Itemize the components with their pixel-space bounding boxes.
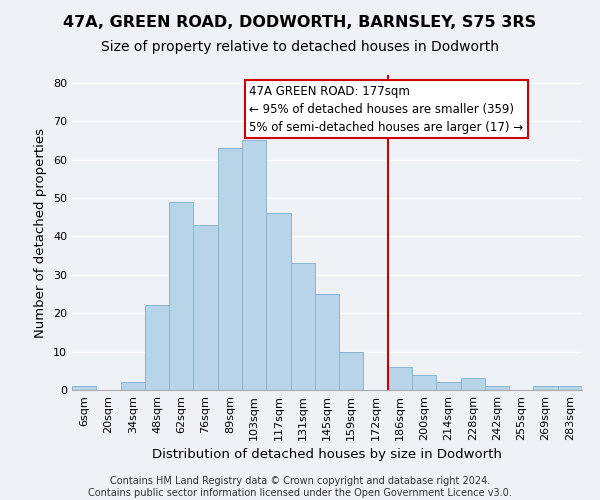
Bar <box>121 382 145 390</box>
Bar <box>436 382 461 390</box>
Bar <box>72 386 96 390</box>
Bar <box>266 214 290 390</box>
Bar <box>242 140 266 390</box>
Bar <box>315 294 339 390</box>
Text: 47A GREEN ROAD: 177sqm
← 95% of detached houses are smaller (359)
5% of semi-det: 47A GREEN ROAD: 177sqm ← 95% of detached… <box>249 84 523 134</box>
Text: Size of property relative to detached houses in Dodworth: Size of property relative to detached ho… <box>101 40 499 54</box>
Bar <box>290 263 315 390</box>
Bar <box>388 367 412 390</box>
Text: 47A, GREEN ROAD, DODWORTH, BARNSLEY, S75 3RS: 47A, GREEN ROAD, DODWORTH, BARNSLEY, S75… <box>64 15 536 30</box>
Bar <box>558 386 582 390</box>
Y-axis label: Number of detached properties: Number of detached properties <box>34 128 47 338</box>
Bar <box>533 386 558 390</box>
Text: Contains HM Land Registry data © Crown copyright and database right 2024.
Contai: Contains HM Land Registry data © Crown c… <box>88 476 512 498</box>
Bar <box>145 306 169 390</box>
Bar <box>485 386 509 390</box>
Bar <box>193 225 218 390</box>
Bar <box>412 374 436 390</box>
Bar <box>218 148 242 390</box>
X-axis label: Distribution of detached houses by size in Dodworth: Distribution of detached houses by size … <box>152 448 502 462</box>
Bar <box>169 202 193 390</box>
Bar <box>461 378 485 390</box>
Bar <box>339 352 364 390</box>
